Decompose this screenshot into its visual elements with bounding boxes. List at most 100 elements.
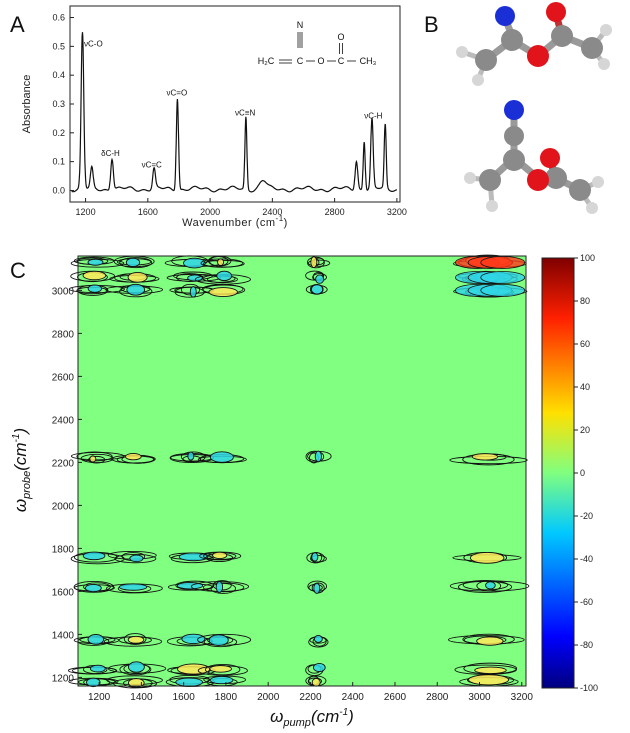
ir-ytick-label: 0.3: [52, 99, 65, 109]
contour-line: [82, 551, 106, 561]
molecule-model-bottom: [464, 100, 604, 214]
map-contour-features: [67, 254, 530, 689]
contour-line: [462, 580, 509, 591]
map-xtick-label: 2400: [342, 692, 365, 703]
map-xtick-label: 1600: [173, 692, 196, 703]
contour-line: [119, 257, 153, 269]
2d-ir-map-chart: 1200 1400 1600 1800 2000 2200 2400 2600 2800 3000…: [11, 253, 598, 729]
contour-line: [315, 274, 325, 284]
atom-o: [527, 169, 549, 191]
contour-line: [174, 286, 205, 298]
contour-line: [73, 581, 115, 593]
map-ytick-label: 2600: [52, 372, 75, 383]
contour-line: [123, 633, 147, 645]
contour-line: [124, 452, 142, 461]
contour-line: [89, 664, 106, 673]
atom-o: [546, 2, 566, 22]
contour-line: [474, 666, 507, 674]
atom-h: [456, 46, 468, 58]
contour-line: [87, 284, 102, 293]
contour-line: [87, 634, 105, 645]
atom-c: [475, 49, 497, 71]
panel-letter-a: A: [10, 12, 25, 37]
contour-line: [310, 284, 324, 295]
contour-line: [126, 283, 146, 296]
contour-line: [127, 678, 145, 688]
contour-line: [189, 286, 197, 298]
map-ytick-label: 1600: [52, 587, 75, 598]
map-frame: [77, 255, 527, 687]
contour-line: [183, 257, 206, 269]
ir-xtick-label: 1600: [138, 207, 158, 217]
atom-c: [581, 37, 603, 59]
atom-h: [586, 202, 598, 214]
map-ytick-label: 2400: [52, 415, 75, 426]
atom-c: [501, 29, 523, 51]
map-xtick-label: 2200: [299, 692, 322, 703]
ir-peak-annotations: νC-O δC-H νC=C νC=O νC≡N νC-H: [84, 39, 383, 169]
contour-line: [127, 661, 145, 673]
map-ylabel: ωprobe(cm-1): [11, 428, 33, 512]
atom-n: [495, 6, 515, 26]
contour-line: [208, 287, 238, 297]
contour-line: [177, 663, 211, 675]
contour-line: [209, 665, 232, 673]
atom-h: [486, 200, 498, 212]
contour-line: [313, 635, 323, 643]
map-xtick-label: 2800: [426, 692, 449, 703]
atom-h: [472, 74, 484, 86]
map-xtick-label: 3200: [511, 692, 534, 703]
contour-line: [306, 256, 325, 269]
atom-c: [545, 167, 567, 189]
ir-peak-label: νC=C: [142, 160, 162, 169]
contour-line: [471, 453, 499, 461]
ir-xtick-label: 1200: [76, 207, 96, 217]
contour-line: [468, 674, 510, 686]
contour-line: [209, 256, 229, 267]
ir-ytick-label: 0.5: [52, 41, 65, 51]
molecule-models: [456, 2, 612, 214]
map-ytick-label: 1800: [52, 544, 75, 555]
ir-xtick-label: 2800: [325, 207, 345, 217]
ir-ytick-label: 0.1: [52, 157, 65, 167]
contour-line: [127, 271, 148, 283]
atom-c: [551, 25, 573, 47]
contour-line: [202, 582, 245, 593]
contour-line: [127, 635, 145, 644]
contour-line: [125, 257, 141, 267]
colorbar-tick-label: -40: [580, 554, 593, 564]
contour-line: [480, 271, 526, 284]
ir-ytick-label: 0.6: [52, 13, 65, 23]
ir-peak-label: νC=O: [167, 88, 188, 97]
contour-line: [310, 256, 318, 268]
structure-methylene-label: H₂C: [258, 56, 275, 66]
atom-h: [600, 24, 612, 36]
contour-line: [217, 258, 225, 266]
contour-line: [469, 551, 505, 564]
contour-line: [88, 455, 106, 464]
ir-xtick-label: 3200: [387, 207, 407, 217]
contour-line: [307, 259, 331, 267]
ir-spectrum-chart: 1200 1600 2000 2400 2800 3200 0.0 0.1 0.2 0.3 0.4 0…: [21, 5, 407, 229]
atom-c: [569, 179, 591, 201]
contour-line: [476, 636, 504, 646]
contour-line: [209, 675, 234, 685]
ir-xlabel: Wavenumber (cm-1): [182, 214, 288, 229]
atom-h: [592, 176, 604, 188]
map-xtick-label: 2600: [384, 692, 407, 703]
contour-line: [209, 451, 234, 463]
atom-c: [479, 169, 501, 191]
colorbar: [541, 257, 575, 689]
atom-o: [527, 45, 549, 67]
map-xlabel: ωpump(cm-1): [270, 707, 354, 729]
contour-line: [305, 450, 325, 463]
ir-ytick-label: 0.4: [52, 70, 65, 80]
contour-line: [310, 551, 323, 563]
colorbar-tick-label: -80: [580, 640, 593, 650]
structure-carbonyl-oxygen-label: O: [337, 32, 344, 42]
colorbar-tick-label: 80: [580, 296, 590, 306]
panel-letter-c: C: [10, 258, 26, 283]
ir-xtick-label: 2400: [262, 207, 282, 217]
contour-line: [313, 582, 321, 594]
structure-ester-oxygen-label: O: [317, 56, 324, 66]
